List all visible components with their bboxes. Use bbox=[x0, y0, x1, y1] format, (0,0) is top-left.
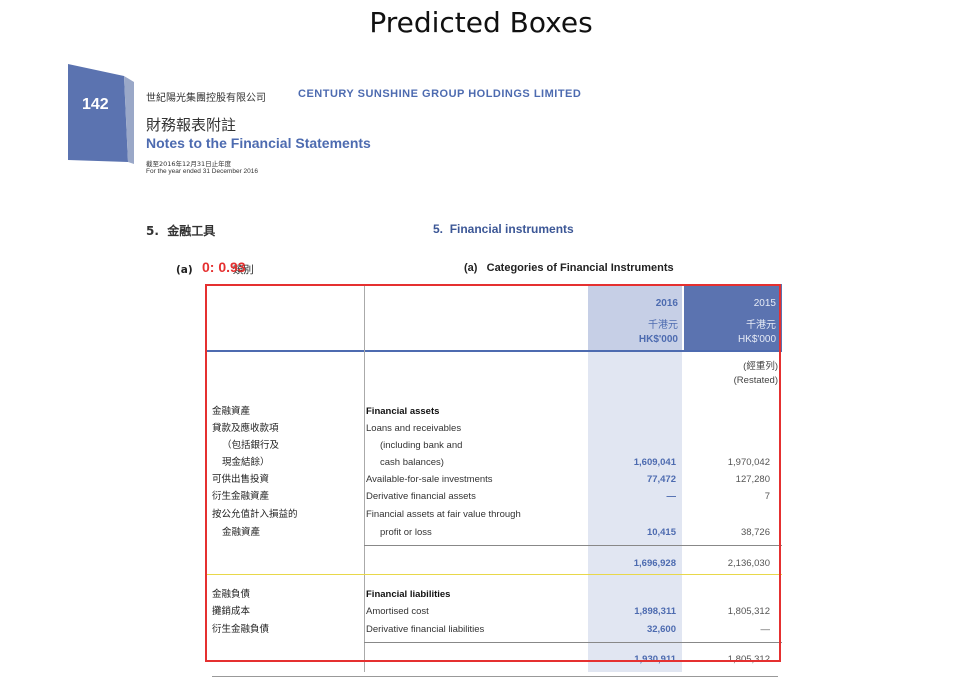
header-2016-unit-cn: 千港元 bbox=[648, 320, 678, 331]
table-row-cn: 衍生金融資產 bbox=[212, 491, 270, 502]
liabilities-heading-en: Financial liabilities bbox=[366, 589, 451, 600]
table-row-en: Available-for-sale investments bbox=[366, 474, 493, 485]
total-rule bbox=[206, 574, 782, 575]
restated-label-cn: (經重列) bbox=[743, 361, 778, 372]
liab-total-2016: 1,930,911 bbox=[634, 654, 676, 665]
header-2015-year: 2015 bbox=[753, 298, 776, 309]
subsection-heading-cn: (a) 類別 bbox=[176, 264, 254, 276]
table-row-cn: 金融資產 bbox=[222, 527, 261, 538]
value-2016: 32,600 bbox=[646, 624, 676, 635]
table-row-cn: 可供出售投資 bbox=[212, 474, 270, 485]
header-2016-year: 2016 bbox=[655, 298, 678, 309]
table-row-cn: （包括銀行及 bbox=[222, 440, 280, 451]
table-row-cn: 現金結餘） bbox=[222, 457, 270, 468]
table-row-cn: 按公允值計入損益的 bbox=[212, 509, 298, 520]
section-heading-en: 5. Financial instruments bbox=[433, 222, 574, 236]
table-row-en: Derivative financial liabilities bbox=[366, 624, 485, 635]
liab-total-2015: 1,805,312 bbox=[727, 654, 770, 665]
column-2016-header-shade bbox=[588, 284, 682, 352]
liab-subtotal-rule bbox=[364, 642, 782, 643]
table-row-cn: 貸款及應收款項 bbox=[212, 423, 279, 434]
table-row-en: Derivative financial assets bbox=[366, 491, 476, 502]
column-divider bbox=[364, 284, 365, 672]
value-2015: 38,726 bbox=[740, 527, 770, 538]
document-page: 142 世紀陽光集團控股有限公司 CENTURY SUNSHINE GROUP … bbox=[66, 62, 796, 682]
value-2016: 1,609,041 bbox=[633, 457, 676, 468]
value-2016: — bbox=[666, 491, 677, 502]
table-row-en: profit or loss bbox=[380, 527, 432, 538]
value-2015: 1,805,312 bbox=[727, 606, 770, 617]
bottom-rule bbox=[212, 676, 778, 677]
predicted-bounding-box bbox=[205, 284, 781, 662]
table-row-en: Financial assets at fair value through bbox=[366, 509, 521, 520]
table-row-cn: 攤銷成本 bbox=[212, 606, 251, 617]
subsection-heading-en: (a) Categories of Financial Instruments bbox=[464, 262, 674, 274]
page-number: 142 bbox=[82, 96, 109, 113]
assets-heading-en: Financial assets bbox=[366, 406, 440, 417]
header-2015-unit-en: HK$'000 bbox=[737, 334, 776, 345]
period-cn: 截至2016年12月31日止年度 bbox=[146, 160, 232, 168]
restated-label-en: (Restated) bbox=[733, 375, 778, 386]
header-2015-unit-cn: 千港元 bbox=[746, 320, 776, 331]
section-heading-cn: 5. 金融工具 bbox=[146, 224, 216, 238]
figure-title: Predicted Boxes bbox=[369, 6, 593, 39]
table-row-en: Amortised cost bbox=[366, 606, 429, 617]
value-2016: 77,472 bbox=[646, 474, 676, 485]
value-2015: — bbox=[760, 624, 771, 635]
table-row-en: cash balances) bbox=[380, 457, 444, 468]
table-row-en: (including bank and bbox=[380, 440, 463, 451]
assets-heading-cn: 金融資產 bbox=[212, 406, 251, 417]
header-rule bbox=[206, 350, 782, 352]
table-row-cn: 衍生金融負債 bbox=[212, 624, 270, 635]
value-2016: 10,415 bbox=[646, 527, 676, 538]
company-name-cn: 世紀陽光集團控股有限公司 bbox=[146, 93, 266, 104]
table-row-en: Loans and receivables bbox=[366, 423, 462, 434]
value-2016: 1,898,311 bbox=[634, 606, 676, 617]
value-2015: 7 bbox=[764, 491, 770, 502]
subtotal-rule bbox=[364, 545, 782, 546]
liabilities-heading-cn: 金融負債 bbox=[212, 589, 251, 600]
value-2015: 1,970,042 bbox=[727, 457, 770, 468]
column-2015-header-shade bbox=[684, 284, 782, 352]
prediction-score-label: 0: 0.93 bbox=[202, 259, 246, 275]
notes-title-cn: 財務報表附註 bbox=[146, 116, 237, 134]
page-number-tab bbox=[68, 64, 134, 164]
company-name-en: CENTURY SUNSHINE GROUP HOLDINGS LIMITED bbox=[298, 88, 582, 100]
value-2015: 127,280 bbox=[735, 474, 770, 485]
period-en: For the year ended 31 December 2016 bbox=[146, 168, 259, 175]
notes-title-en: Notes to the Financial Statements bbox=[146, 135, 371, 151]
assets-total-2016: 1,696,928 bbox=[633, 558, 676, 569]
assets-total-2015: 2,136,030 bbox=[727, 558, 770, 569]
header-2016-unit-en: HK$'000 bbox=[638, 334, 678, 345]
